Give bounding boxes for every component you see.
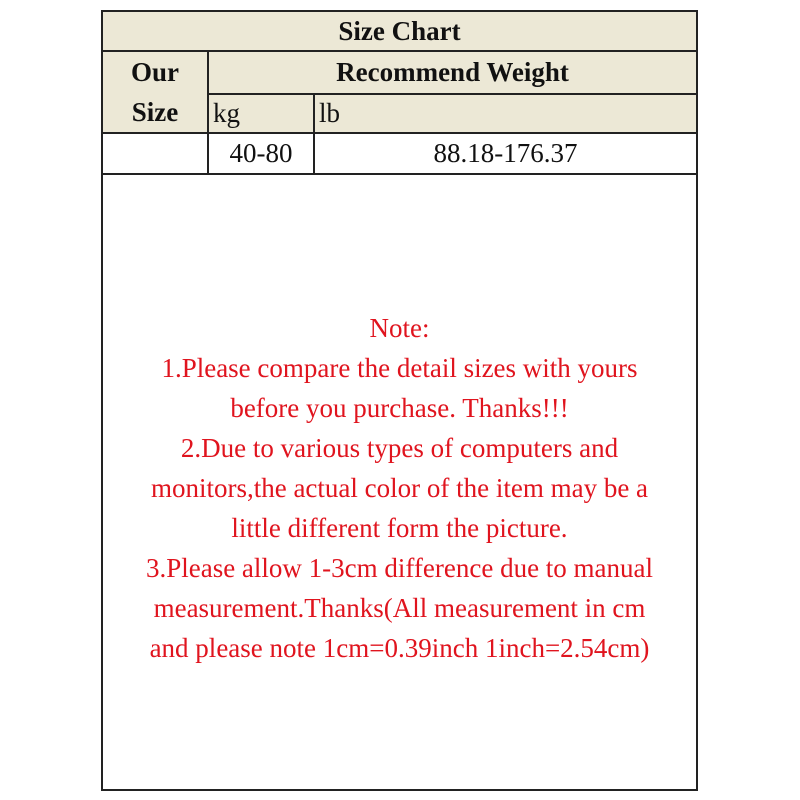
row-kg-cell: 40-80 — [207, 132, 315, 175]
table-title: Size Chart — [101, 10, 698, 52]
note-line: little different form the picture. — [231, 513, 568, 543]
our-size-header: Our Size — [101, 50, 209, 134]
our-size-line-1: Our — [130, 57, 179, 87]
note-line: monitors,the actual color of the item ma… — [150, 473, 649, 503]
row-lb-cell: 88.18-176.37 — [313, 132, 698, 175]
recommend-weight-header: Recommend Weight — [207, 50, 698, 95]
note-line: before you purchase. Thanks!!! — [230, 393, 569, 423]
note-line: 2.Due to various types of computers and — [180, 433, 619, 463]
unit-kg-header: kg — [207, 93, 315, 134]
our-size-line-2: Size — [131, 97, 179, 127]
note-line: 1.Please compare the detail sizes with y… — [161, 353, 638, 383]
unit-lb-header: lb — [313, 93, 698, 134]
note-line: measurement.Thanks(All measurement in cm — [153, 593, 646, 623]
row-size-cell — [101, 132, 209, 175]
note-line: and please note 1cm=0.39inch 1inch=2.54c… — [149, 633, 650, 663]
note-title: Note: — [369, 313, 430, 343]
note-line: 3.Please allow 1-3cm difference due to m… — [145, 553, 654, 583]
note-block: Note: 1.Please compare the detail sizes … — [103, 308, 696, 668]
